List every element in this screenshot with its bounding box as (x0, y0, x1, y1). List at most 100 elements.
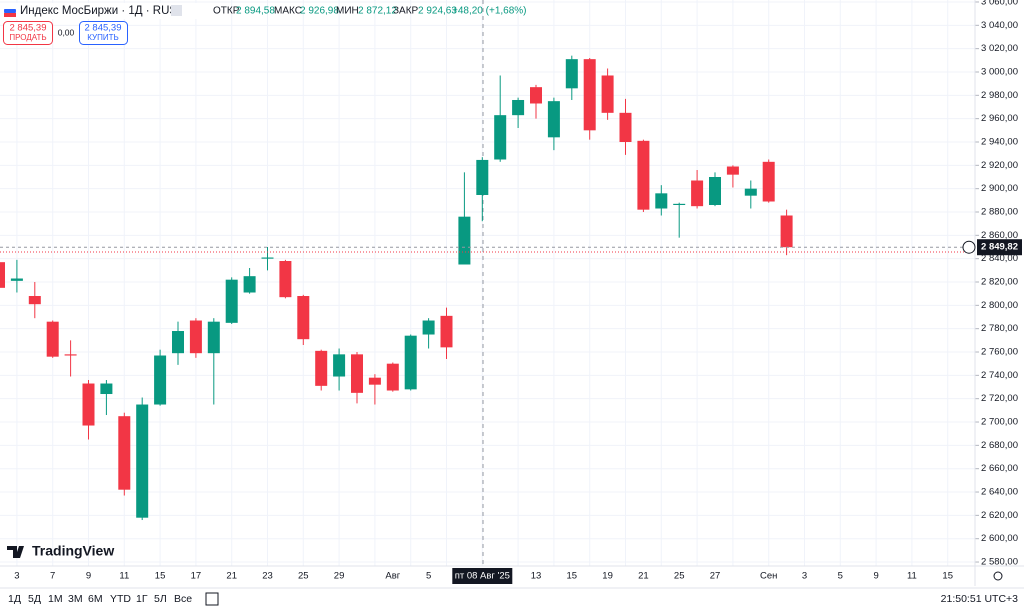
y-tick-label: 2 740,00 (981, 370, 1018, 381)
range-button[interactable]: 5Д (28, 593, 41, 605)
y-tick-label: 3 040,00 (981, 20, 1018, 31)
range-button[interactable]: 3М (68, 593, 83, 605)
buy-button[interactable] (79, 21, 128, 45)
y-tick-label: 2 820,00 (981, 277, 1018, 288)
x-tick-label: 5 (838, 571, 843, 582)
flag-stripe (4, 13, 16, 17)
logo-icon (7, 546, 24, 558)
range-button[interactable]: 5Л (154, 593, 167, 605)
logo-text[interactable]: TradingView (32, 543, 114, 559)
spread: 0,00 (58, 27, 75, 37)
y-tick-label: 2 800,00 (981, 300, 1018, 311)
candle-body (547, 101, 560, 138)
x-tick-label: 29 (334, 571, 345, 582)
candle-body (601, 75, 614, 113)
legend-bg (0, 3, 208, 19)
candle-body (136, 404, 149, 518)
y-tick-label: 2 660,00 (981, 463, 1018, 474)
candle-body (404, 335, 417, 390)
y-tick-label: 2 720,00 (981, 393, 1018, 404)
low-label: МИН (336, 6, 359, 17)
add-alert-button[interactable] (962, 240, 976, 254)
x-tick-label: 15 (567, 571, 578, 582)
candle-body (440, 315, 453, 348)
range-button[interactable]: 1Д (8, 593, 21, 605)
candle-body (207, 321, 220, 354)
x-tick-label: 7 (50, 571, 55, 582)
x-tick-label: 5 (426, 571, 431, 582)
high-label: МАКС (274, 6, 302, 17)
buy-price: 2 845,39 (85, 23, 122, 34)
candle-body (315, 350, 328, 386)
candle-body (494, 115, 507, 160)
x-tick-label: Авг (385, 571, 400, 582)
y-tick-label: 2 900,00 (981, 183, 1018, 194)
y-tick-label: 2 960,00 (981, 113, 1018, 124)
x-tick-label: 3 (802, 571, 807, 582)
open-value: 2 894,58 (236, 6, 275, 17)
candle-body (476, 159, 489, 195)
clock: 21:50:51 UTC+3 (941, 593, 1019, 605)
source-icon[interactable] (171, 5, 182, 16)
candle-body (655, 193, 668, 209)
y-tick-label: 2 760,00 (981, 347, 1018, 358)
candle-body (46, 321, 59, 357)
candle-body (261, 257, 274, 259)
y-tick-label: 3 060,00 (981, 0, 1018, 7)
candle-body (368, 377, 381, 385)
candle-body (637, 140, 650, 210)
x-tick-label: 11 (119, 571, 129, 582)
candle-body (619, 112, 632, 142)
candle-body (351, 354, 363, 393)
date-range-icon[interactable] (205, 592, 219, 606)
y-tick-label: 2 940,00 (981, 137, 1018, 148)
x-tick-label: 11 (907, 571, 917, 582)
low-value: 2 872,12 (358, 6, 397, 17)
x-tick-label: 23 (262, 571, 273, 582)
candle-body (583, 59, 596, 131)
range-button[interactable]: YTD (110, 593, 131, 605)
candle-body (422, 320, 435, 335)
candle-body (691, 180, 704, 207)
candle-body (297, 296, 310, 340)
range-button[interactable]: Все (174, 593, 192, 605)
x-tick-label: 21 (638, 571, 649, 582)
buy-label: КУПИТЬ (87, 33, 118, 42)
candle-body (333, 354, 346, 377)
x-tick-label: 9 (86, 571, 91, 582)
candle-body (225, 279, 238, 323)
candle-body (243, 276, 256, 293)
range-button[interactable]: 1Г (136, 593, 148, 605)
y-tick-label: 2 980,00 (981, 90, 1018, 101)
range-button[interactable]: 6М (88, 593, 103, 605)
y-tick-label: 2 600,00 (981, 533, 1018, 544)
y-tick-label: 2 700,00 (981, 417, 1018, 428)
flag-stripe (4, 5, 16, 9)
symbol-title[interactable]: Индекс МосБиржи · 1Д · RUS (20, 5, 177, 17)
x-tick-label: 27 (710, 571, 721, 582)
y-tick-label: 2 580,00 (981, 557, 1018, 568)
candle-body (154, 355, 167, 405)
candle-body (709, 176, 721, 206)
sell-button[interactable] (3, 21, 53, 45)
candle-body (28, 296, 41, 305)
candle-body (762, 161, 775, 202)
candle-body (780, 215, 793, 248)
crosshair-date-bg (452, 568, 513, 584)
candle-body (172, 331, 184, 354)
y-tick-label: 2 840,00 (981, 253, 1018, 264)
sell-label: ПРОДАТЬ (9, 33, 46, 42)
x-tick-label: 3 (14, 571, 19, 582)
candle-body (0, 262, 5, 288)
sell-price: 2 845,39 (10, 23, 47, 34)
x-tick-label: 21 (226, 571, 237, 582)
settings-icon[interactable] (993, 571, 1003, 581)
candle-body (458, 216, 471, 265)
range-button[interactable]: 1М (48, 593, 63, 605)
change-value: +48,20 (+1,68%) (452, 6, 527, 17)
x-tick-label: 25 (674, 571, 685, 582)
candle-body (189, 320, 202, 354)
x-tick-label: 13 (531, 571, 542, 582)
candle-body (386, 363, 399, 391)
